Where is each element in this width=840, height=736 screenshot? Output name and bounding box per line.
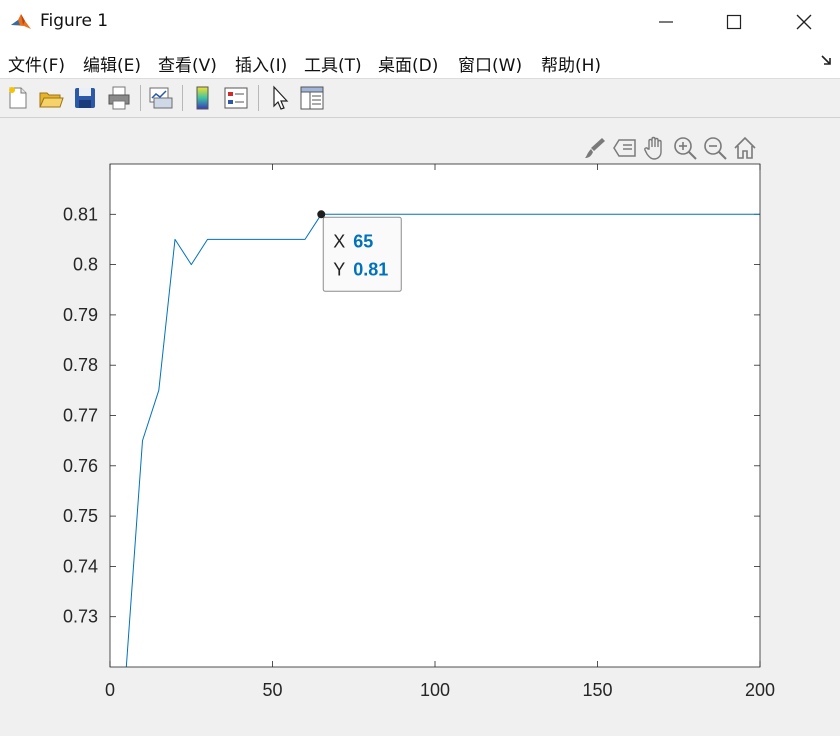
toolbar-separator [258,85,259,111]
pan-hand-icon[interactable] [642,135,668,161]
maximize-icon [726,14,742,30]
figure-canvas: 0 50 100 150 200 0.73 0.74 0.75 0.76 0.77 0.78 0.79… [0,118,840,736]
brush-icon[interactable] [582,135,608,161]
y-tick-label: 0.81 [63,204,98,224]
minimize-icon [659,21,673,23]
y-tick-label: 0.79 [63,305,98,325]
axes-box [109,163,761,668]
y-tick-label: 0.74 [63,556,98,576]
matlab-logo-icon [10,11,32,33]
close-icon [796,14,812,30]
dock-arrow-icon[interactable] [820,54,834,68]
x-tick-label: 200 [745,680,775,700]
link-plot-icon[interactable] [146,84,174,112]
menu-insert[interactable]: 插入(I) [235,56,288,76]
datatip[interactable]: X 65 Y 0.81 [317,210,402,292]
x-tick-label: 150 [582,680,612,700]
title-bar: Figure 1 [0,0,840,44]
y-tick-label: 0.8 [73,255,98,275]
x-tick-label: 0 [105,680,115,700]
menu-desktop[interactable]: 桌面(D) [378,56,439,76]
data-tips-icon[interactable] [612,135,638,161]
datatip-y-label: Y [333,259,345,279]
x-tick-label: 100 [420,680,450,700]
datatip-x-value: 65 [353,231,373,251]
new-figure-icon[interactable] [4,84,32,112]
menu-help[interactable]: 帮助(H) [541,56,602,76]
toolbar-separator [140,85,141,111]
print-icon[interactable] [105,84,133,112]
insert-legend-icon[interactable] [222,84,250,112]
insert-colorbar-icon[interactable] [189,84,217,112]
datatip-marker [317,210,326,219]
menu-tools[interactable]: 工具(T) [304,56,362,76]
window-title: Figure 1 [40,11,109,31]
minimize-button[interactable] [636,0,696,44]
menu-edit[interactable]: 编辑(E) [83,56,142,76]
property-inspector-icon[interactable] [298,84,326,112]
menu-view[interactable]: 查看(V) [158,56,217,76]
open-file-icon[interactable] [37,84,65,112]
datatip-y-value: 0.81 [353,259,388,279]
menu-file[interactable]: 文件(F) [8,56,66,76]
y-tick-label: 0.73 [63,607,98,627]
datatip-x-label: X [333,231,345,251]
x-tick-label: 50 [262,680,282,700]
maximize-button[interactable] [704,0,764,44]
figure-toolbar [0,79,840,118]
y-tick-label: 0.77 [63,406,98,426]
restore-view-home-icon[interactable] [732,135,758,161]
axes-background [110,164,760,667]
datatip-box [322,216,402,292]
menu-window[interactable]: 窗口(W) [458,56,523,76]
menu-bar: 文件(F) 编辑(E) 查看(V) 插入(I) 工具(T) 桌面(D) 窗口(W… [0,44,840,79]
series-line [125,213,760,667]
line-chart[interactable]: 0 50 100 150 200 0.73 0.74 0.75 0.76 0.77 0.78 0.79… [0,118,840,736]
y-tick-label: 0.75 [63,506,98,526]
save-icon[interactable] [71,84,99,112]
zoom-out-icon[interactable] [702,135,728,161]
zoom-in-icon[interactable] [672,135,698,161]
toolbar-separator [182,85,183,111]
edit-plot-arrow-icon[interactable] [266,84,294,112]
close-button[interactable] [774,0,834,44]
y-tick-label: 0.78 [63,355,98,375]
y-tick-label: 0.76 [63,456,98,476]
